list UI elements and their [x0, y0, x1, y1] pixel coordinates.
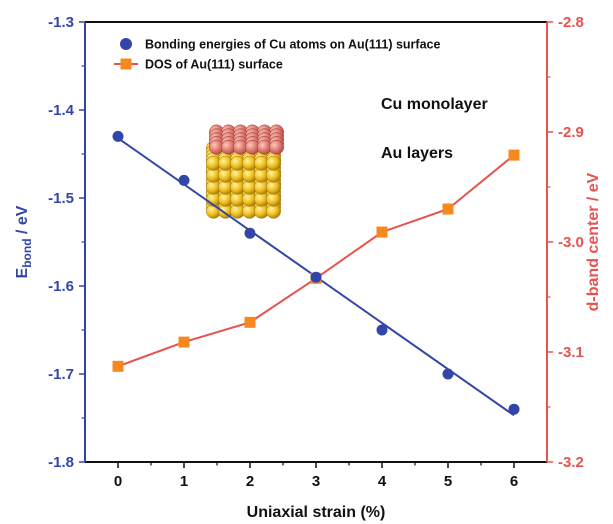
dos-point: [442, 203, 454, 215]
y2-tick-label: -3.0: [558, 234, 584, 251]
x-tick-label: 6: [510, 473, 518, 490]
ticks-layer: 0 1 2 3 4 5 6 -1.8 -1.7 -1.6 -1.5 -1.4 -1.3 -3.2 -3.1 -…: [48, 14, 584, 490]
x-tick-label: 4: [378, 473, 387, 490]
series-layer: [112, 130, 520, 417]
y2-tick-label: -3.1: [558, 344, 584, 361]
y-axis-label-sub: bond: [20, 238, 34, 267]
y-tick-label: -1.3: [48, 14, 74, 31]
x-tick-label: 3: [312, 473, 320, 490]
inset-illustration: Cu monolayer Au layers: [206, 96, 488, 219]
dos-point: [376, 226, 388, 238]
y-tick-label: -1.8: [48, 454, 74, 471]
bonding-energy-point: [244, 227, 256, 239]
inset-label-cu: Cu monolayer: [381, 96, 488, 113]
y-tick-label: -1.5: [48, 190, 74, 207]
x-tick-label: 0: [114, 473, 122, 490]
legend: Bonding energies of Cu atoms on Au(111) …: [114, 38, 440, 72]
bonding-energy-point: [508, 403, 520, 415]
y-tick-label: -1.4: [48, 102, 75, 119]
legend-label-dos: DOS of Au(111) surface: [145, 58, 283, 72]
bonding-energy-point: [178, 174, 190, 186]
y2-tick-label: -3.2: [558, 454, 584, 471]
series-dos-line: [117, 154, 515, 368]
x-axis-label: Uniaxial strain (%): [247, 504, 386, 521]
axes-layer: [84, 21, 548, 463]
y2-tick-label: -2.9: [558, 124, 584, 141]
y-axis-label-main: E: [14, 267, 31, 278]
cu-atom: [269, 139, 284, 155]
y2-axis-label: d-band center / eV: [585, 172, 602, 311]
x-tick-label: 5: [444, 473, 452, 490]
legend-label-bonding: Bonding energies of Cu atoms on Au(111) …: [145, 38, 440, 52]
bonding-energy-point: [112, 130, 124, 142]
bonding-energy-point: [376, 324, 388, 336]
dos-point: [244, 316, 256, 328]
x-tick-label: 2: [246, 473, 254, 490]
legend-marker-dos: [120, 58, 132, 70]
au-atom: [266, 155, 281, 171]
y-tick-label: -1.6: [48, 278, 74, 295]
legend-marker-bonding: [120, 38, 132, 50]
bonding-energy-point: [442, 368, 454, 380]
x-tick-label: 1: [180, 473, 188, 490]
y2-tick-label: -2.8: [558, 14, 584, 31]
y-tick-label: -1.7: [48, 366, 74, 383]
inset-label-au: Au layers: [381, 145, 453, 162]
y-axis-label: Ebond / eV: [14, 205, 34, 278]
bonding-energy-point: [310, 271, 322, 283]
dos-point: [508, 149, 520, 161]
dos-point: [178, 336, 190, 348]
dos-point: [112, 360, 124, 372]
y-axis-label-unit: / eV: [14, 205, 31, 238]
